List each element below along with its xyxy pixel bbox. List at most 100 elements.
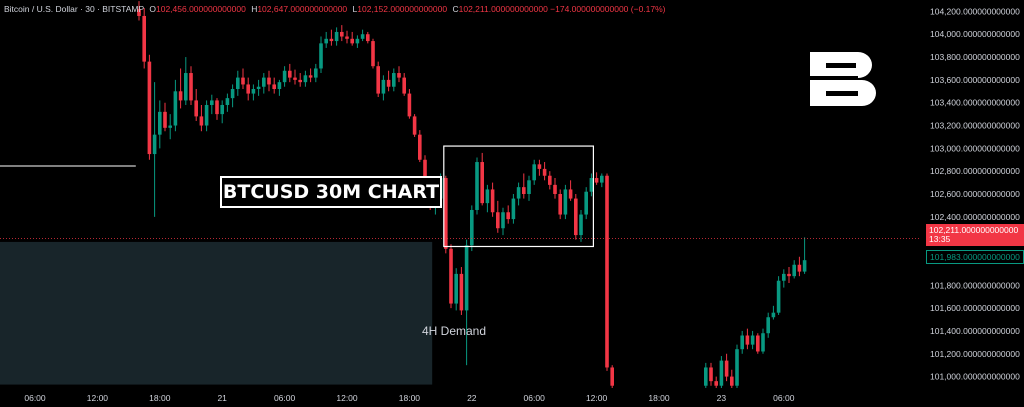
candle	[709, 362, 713, 386]
candle-body	[251, 89, 256, 94]
secondary-price-tag: 101,983.000000000000	[926, 250, 1024, 264]
candle	[319, 36, 323, 74]
candle-body	[771, 312, 776, 318]
candle-body	[797, 264, 802, 272]
close-label: C	[452, 4, 459, 14]
candle	[792, 260, 796, 279]
candle-body	[137, 9, 141, 16]
candle	[584, 187, 588, 220]
candle	[215, 98, 219, 120]
candle-body	[782, 273, 786, 281]
candle-body	[230, 89, 235, 99]
candle-body	[210, 100, 214, 105]
candle	[308, 68, 313, 83]
candle-body	[464, 245, 469, 311]
candle-body	[267, 77, 271, 85]
candle-body	[485, 189, 490, 204]
low-value: 102,152.000000000000	[357, 4, 448, 14]
candle-body	[745, 335, 750, 345]
candle	[366, 31, 370, 44]
candle	[605, 173, 609, 371]
candle	[719, 356, 724, 388]
y-tick-label: 102,600.000000000000	[930, 189, 1020, 199]
candle-body	[568, 189, 573, 199]
candle	[402, 73, 406, 96]
candle-body	[308, 75, 313, 78]
candle	[610, 365, 614, 388]
candle	[230, 84, 235, 108]
candle-body	[719, 360, 724, 386]
y-tick-label: 103,400.000000000000	[930, 98, 1020, 108]
candle-body	[511, 198, 516, 220]
y-tick-label: 103,600.000000000000	[930, 75, 1020, 85]
candle	[152, 82, 157, 217]
candle	[376, 61, 380, 97]
y-tick-label: 103,200.000000000000	[930, 121, 1020, 131]
candle-body	[241, 77, 245, 85]
candle	[485, 184, 490, 213]
candle	[750, 330, 755, 350]
candle	[766, 312, 770, 338]
candle-body	[360, 34, 365, 39]
last-price-tag: 102,211.000000000000 13:35	[926, 224, 1024, 246]
candle-body	[584, 191, 588, 215]
open-label: O	[149, 4, 156, 14]
candle-body	[392, 73, 396, 87]
candle	[418, 130, 422, 163]
candle-body	[173, 91, 178, 126]
candle-body	[480, 162, 484, 204]
x-tick-label: 12:00	[87, 393, 109, 403]
x-tick-label: 18:00	[648, 393, 670, 403]
candle-body	[256, 86, 261, 90]
candle-body	[610, 367, 614, 386]
candle-body	[397, 73, 401, 78]
candle	[454, 268, 458, 311]
candle	[288, 63, 292, 83]
candle	[714, 376, 718, 388]
candle-body	[407, 93, 412, 117]
y-tick-label: 101,600.000000000000	[930, 303, 1020, 313]
candle	[329, 29, 334, 46]
candle	[735, 344, 739, 388]
candle-body	[381, 79, 386, 94]
candle-body	[386, 79, 391, 87]
candle-body	[142, 15, 146, 62]
y-tick-label: 102,400.000000000000	[930, 212, 1020, 222]
candle-body	[163, 111, 167, 128]
candle-body	[189, 73, 193, 101]
candle	[449, 244, 453, 309]
candle	[464, 239, 469, 366]
candle	[397, 66, 401, 83]
candle-body	[199, 116, 204, 126]
candle-body	[594, 178, 599, 183]
candle	[350, 31, 354, 46]
candle-body	[522, 187, 526, 194]
candle	[163, 102, 167, 132]
candle-body	[470, 209, 474, 246]
candle-body	[761, 333, 765, 352]
candle-body	[714, 381, 718, 386]
candle	[568, 180, 573, 201]
y-tick-label: 101,000.000000000000	[930, 372, 1020, 382]
candle	[142, 7, 146, 69]
candle	[282, 66, 287, 87]
candle-body	[459, 273, 464, 311]
candle	[189, 66, 193, 105]
candle	[407, 89, 412, 119]
chart-title-annotation[interactable]: BTCUSD 30M CHART	[220, 176, 442, 208]
candle-body	[449, 248, 453, 304]
candle	[204, 100, 209, 132]
brand-b-logo-icon	[810, 52, 876, 106]
candle-body	[376, 66, 380, 94]
candle	[184, 57, 188, 105]
candle-body	[168, 125, 172, 128]
symbol-label[interactable]: Bitcoin / U.S. Dollar · 30 · BITSTAMP	[4, 4, 144, 14]
x-tick-label: 12:00	[336, 393, 358, 403]
candle	[745, 328, 750, 350]
candle	[412, 114, 417, 137]
candle	[173, 79, 178, 132]
candle-body	[225, 98, 230, 105]
candle	[740, 330, 744, 354]
x-tick-label: 18:00	[399, 393, 421, 403]
